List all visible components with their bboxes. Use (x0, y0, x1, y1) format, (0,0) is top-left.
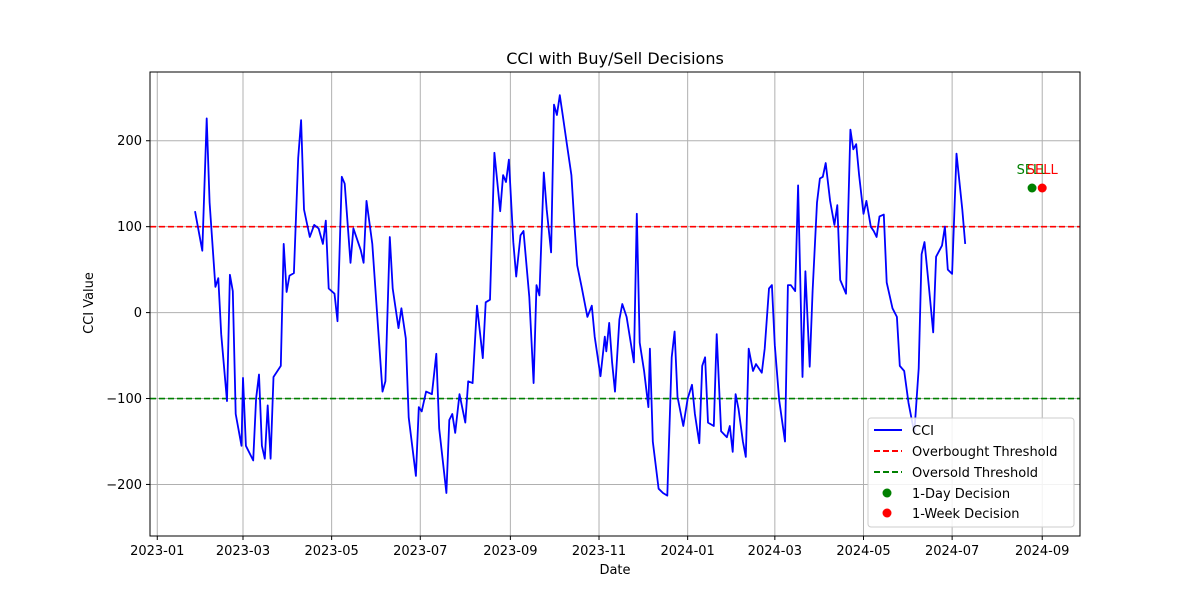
decision-point (1037, 183, 1047, 193)
y-axis-ticks: −200 −100 0 100 200 (106, 134, 150, 493)
legend-swatch-1day (882, 488, 892, 498)
y-tick-label: −100 (106, 392, 142, 407)
legend-label-overbought: Overbought Threshold (912, 445, 1058, 460)
decision-label: SELL (1017, 163, 1049, 178)
y-tick-label: 100 (117, 220, 142, 235)
legend: CCI Overbought Threshold Oversold Thresh… (867, 417, 1075, 528)
legend-label-cci: CCI (912, 424, 934, 439)
x-tick-label: 2023-01 (130, 544, 184, 559)
x-tick-label: 2023-11 (572, 544, 626, 559)
y-tick-label: −200 (106, 478, 142, 493)
x-tick-label: 2024-03 (748, 544, 802, 559)
legend-label-oversold: Oversold Threshold (912, 466, 1038, 481)
x-axis-title: Date (599, 563, 630, 578)
y-tick-label: 0 (134, 306, 142, 321)
decision-point (1027, 183, 1037, 193)
x-tick-label: 2024-07 (925, 544, 979, 559)
legend-label-1day: 1-Day Decision (912, 487, 1010, 502)
y-tick-label: 200 (117, 134, 142, 149)
x-tick-label: 2023-05 (304, 544, 358, 559)
chart-title: CCI with Buy/Sell Decisions (506, 49, 724, 68)
decision-label: SELL (1027, 163, 1059, 178)
x-tick-label: 2024-01 (660, 544, 714, 559)
x-tick-label: 2024-09 (1015, 544, 1069, 559)
legend-box (867, 417, 1075, 528)
x-tick-label: 2023-07 (393, 544, 447, 559)
x-axis-ticks: 2023-01 2023-03 2023-05 2023-07 2023-09 2023-… (130, 536, 1069, 559)
legend-swatch-1week (882, 508, 892, 518)
x-tick-label: 2023-09 (483, 544, 537, 559)
legend-label-1week: 1-Week Decision (912, 507, 1020, 522)
series-line-cci (194, 94, 967, 497)
x-tick-label: 2023-03 (216, 544, 270, 559)
y-axis-title: CCI Value (82, 272, 97, 334)
plot-frame (149, 71, 1081, 537)
series-layer (194, 94, 967, 497)
x-tick-label: 2024-05 (836, 544, 890, 559)
threshold-layer (150, 225, 1080, 400)
